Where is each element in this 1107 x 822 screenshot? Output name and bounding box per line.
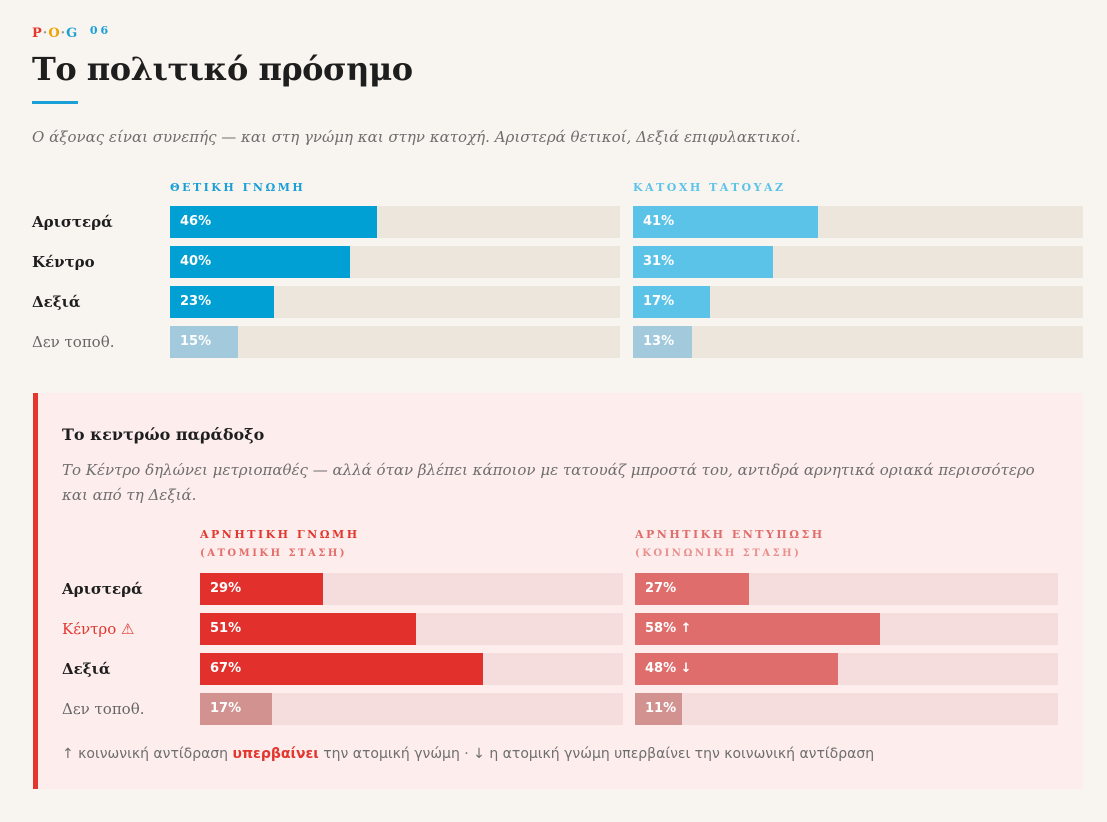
tattoo-ownership-bar: 31% bbox=[633, 246, 773, 278]
legend-part1: ↑ κοινωνική αντίδραση bbox=[62, 746, 233, 762]
tattoo-ownership-bar: 17% bbox=[633, 286, 710, 318]
legend-emphasis: υπερβαίνει bbox=[232, 746, 319, 762]
positive-opinion-track: 40% bbox=[170, 246, 620, 278]
tattoo-ownership-bar: 41% bbox=[633, 206, 818, 238]
tattoo-ownership-bar: 13% bbox=[633, 326, 692, 358]
negative-impression-track: 48% ↓ bbox=[635, 653, 1058, 685]
positive-opinion-bar: 40% bbox=[170, 246, 350, 278]
kicker-letter-g: G bbox=[66, 26, 79, 41]
positive-opinion-track: 46% bbox=[170, 206, 620, 238]
chart-title-negative-opinion: ΑΡΝΗΤΙΚΗ ΓΝΩΜΗ bbox=[200, 528, 360, 541]
negative-opinion-bar: 67% bbox=[200, 653, 484, 685]
row-label-left: Αριστερά bbox=[32, 213, 113, 231]
panel-row-label-left: Αριστερά bbox=[62, 580, 143, 598]
negative-impression-track: 27% bbox=[635, 573, 1058, 605]
kicker: P·O·G 06 bbox=[32, 24, 112, 41]
kicker-number: 06 bbox=[89, 24, 112, 37]
positive-opinion-value-label: 40% bbox=[180, 254, 212, 269]
negative-opinion-value-label: 51% bbox=[210, 621, 242, 636]
tattoo-ownership-value-label: 13% bbox=[643, 334, 675, 349]
kicker-letter-o: O bbox=[48, 26, 61, 41]
title-underline bbox=[32, 101, 78, 104]
negative-opinion-bar: 29% bbox=[200, 573, 323, 605]
legend: ↑ κοινωνική αντίδραση υπερβαίνει την ατο… bbox=[62, 746, 874, 762]
positive-opinion-bar: 46% bbox=[170, 206, 377, 238]
negative-impression-bar: 58% ↑ bbox=[635, 613, 881, 645]
negative-impression-value-label: 27% bbox=[645, 581, 677, 596]
positive-opinion-value-label: 23% bbox=[180, 294, 212, 309]
negative-impression-value-label: 11% bbox=[645, 701, 677, 716]
negative-opinion-value-label: 17% bbox=[210, 701, 242, 716]
row-label-center: Κέντρο bbox=[32, 253, 95, 271]
page-subtitle: Ο άξονας είναι συνεπής — και στη γνώμη κ… bbox=[32, 128, 801, 146]
row-label-right: Δεξιά bbox=[32, 293, 81, 311]
negative-opinion-track: 29% bbox=[200, 573, 623, 605]
tattoo-ownership-track: 17% bbox=[633, 286, 1083, 318]
negative-impression-track: 58% ↑ bbox=[635, 613, 1058, 645]
negative-impression-bar: 48% ↓ bbox=[635, 653, 839, 685]
negative-impression-bar: 27% bbox=[635, 573, 750, 605]
panel-row-label-right: Δεξιά bbox=[62, 660, 111, 678]
chart-title-positive-opinion: ΘΕΤΙΚΗ ΓΝΩΜΗ bbox=[170, 181, 306, 194]
positive-opinion-track: 15% bbox=[170, 326, 620, 358]
tattoo-ownership-track: 31% bbox=[633, 246, 1083, 278]
negative-opinion-track: 51% bbox=[200, 613, 623, 645]
negative-opinion-value-label: 29% bbox=[210, 581, 242, 596]
negative-opinion-value-label: 67% bbox=[210, 661, 242, 676]
positive-opinion-value-label: 46% bbox=[180, 214, 212, 229]
chart-title-tattoo-ownership: ΚΑΤΟΧΗ ΤΑΤΟΥΑΖ bbox=[633, 181, 786, 194]
tattoo-ownership-track: 41% bbox=[633, 206, 1083, 238]
negative-impression-bar: 11% bbox=[635, 693, 682, 725]
kicker-dot: · bbox=[60, 26, 67, 41]
positive-opinion-bar: 15% bbox=[170, 326, 238, 358]
chart-title-negative-impression: ΑΡΝΗΤΙΚΗ ΕΝΤΥΠΩΣΗ bbox=[635, 528, 825, 541]
tattoo-ownership-value-label: 17% bbox=[643, 294, 675, 309]
panel-row-label-undeclared: Δεν τοποθ. bbox=[62, 700, 145, 718]
kicker-letter-p: P bbox=[32, 26, 43, 41]
negative-opinion-track: 17% bbox=[200, 693, 623, 725]
tattoo-ownership-track: 13% bbox=[633, 326, 1083, 358]
panel-row-label-center-warning: Κέντρο ⚠ bbox=[62, 620, 135, 638]
positive-opinion-bar: 23% bbox=[170, 286, 274, 318]
panel-text: Το Κέντρο δηλώνει μετριοπαθές — αλλά ότα… bbox=[62, 461, 1035, 504]
tattoo-ownership-value-label: 41% bbox=[643, 214, 675, 229]
positive-opinion-track: 23% bbox=[170, 286, 620, 318]
tattoo-ownership-value-label: 31% bbox=[643, 254, 675, 269]
negative-impression-track: 11% bbox=[635, 693, 1058, 725]
positive-opinion-value-label: 15% bbox=[180, 334, 212, 349]
chart-subtitle-social-stance: (ΚΟΙΝΩΝΙΚΗ ΣΤΑΣΗ) bbox=[635, 548, 802, 559]
negative-impression-value-label: 48% ↓ bbox=[645, 661, 692, 676]
chart-subtitle-individual-stance: (ΑΤΟΜΙΚΗ ΣΤΑΣΗ) bbox=[200, 548, 348, 559]
negative-opinion-bar: 17% bbox=[200, 693, 272, 725]
panel-title: Το κεντρώο παράδοξο bbox=[62, 425, 265, 444]
legend-part2: την ατομική γνώμη · ↓ η ατομική γνώμη υπ… bbox=[318, 746, 875, 762]
negative-opinion-track: 67% bbox=[200, 653, 623, 685]
negative-opinion-bar: 51% bbox=[200, 613, 416, 645]
page-title: Το πολιτικό πρόσημο bbox=[32, 50, 413, 88]
kicker-dot: · bbox=[42, 26, 49, 41]
negative-impression-value-label: 58% ↑ bbox=[645, 621, 692, 636]
row-label-undeclared: Δεν τοποθ. bbox=[32, 333, 115, 351]
